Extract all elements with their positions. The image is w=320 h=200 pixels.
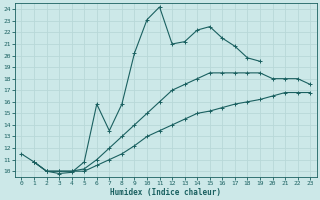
X-axis label: Humidex (Indice chaleur): Humidex (Indice chaleur) [110,188,221,197]
